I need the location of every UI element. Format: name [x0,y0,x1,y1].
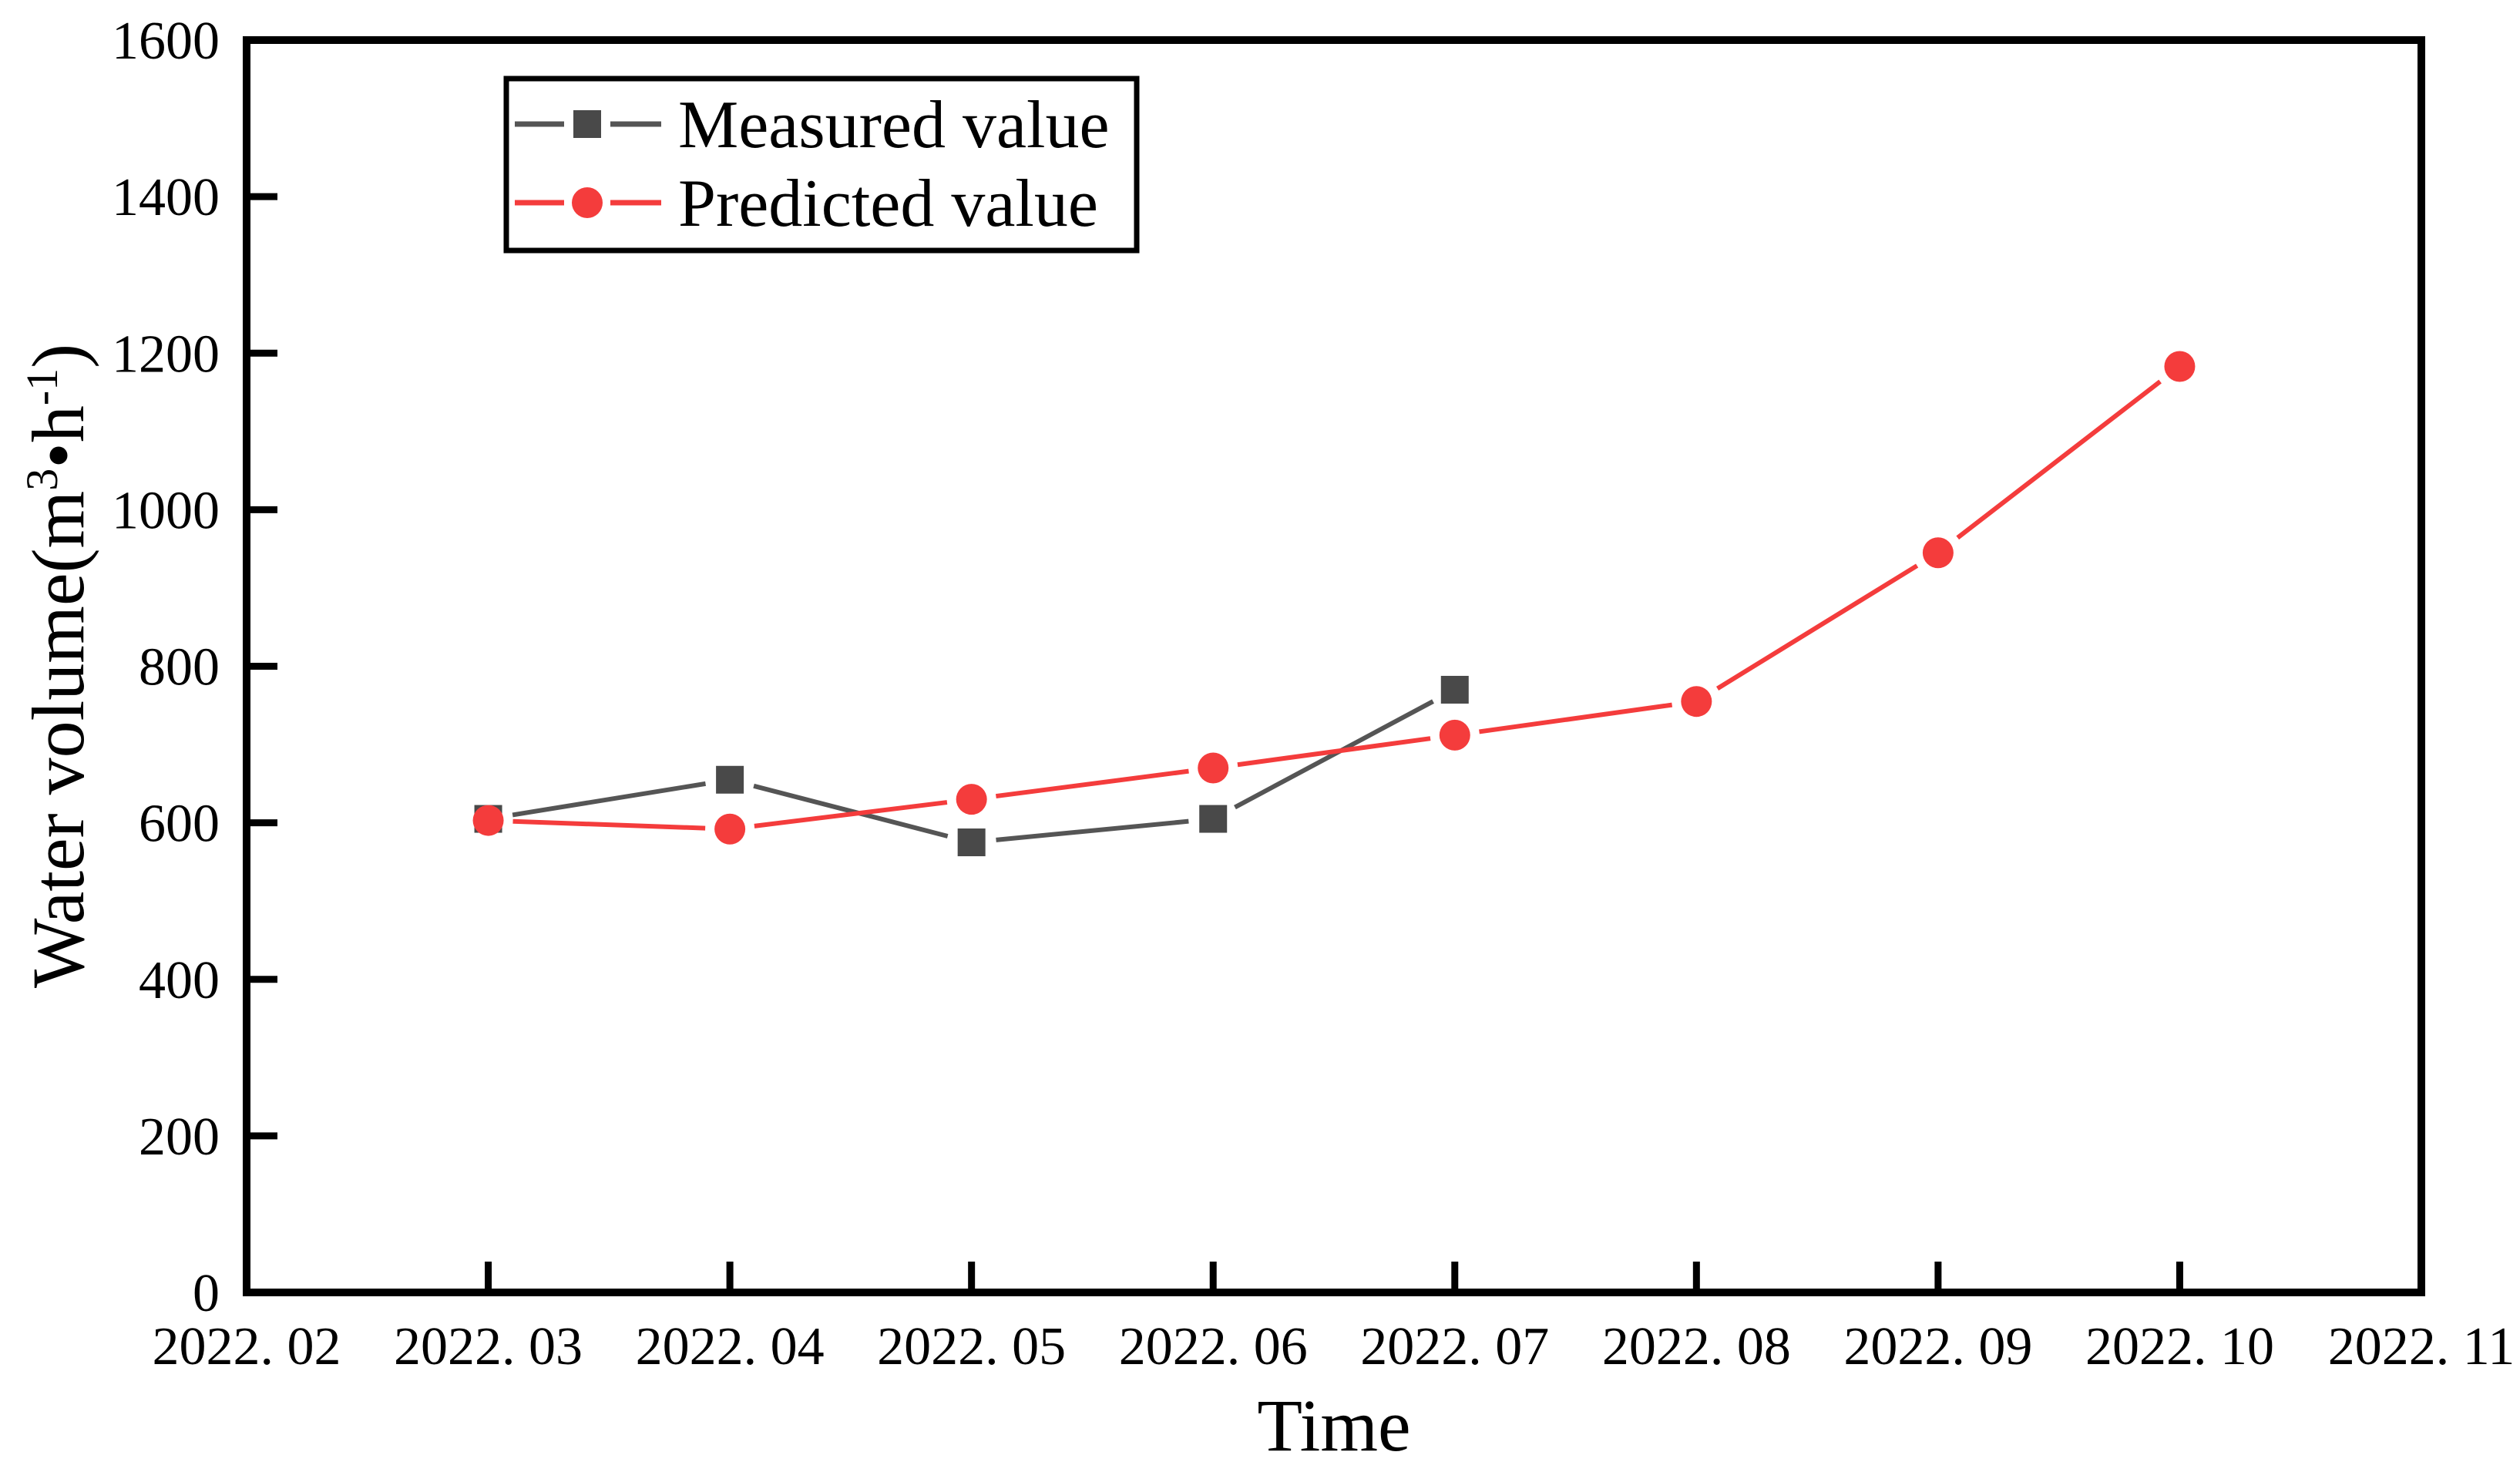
legend-box [503,76,1140,254]
y-tick-label: 1000 [112,481,220,540]
y-tick-label: 1200 [112,324,220,384]
series-line-segment [753,783,949,839]
legend-item-predicted: Predicted value [515,166,1098,241]
x-tick-label: 2022. 08 [1602,1317,1791,1376]
data-point-marker-square [957,828,986,857]
data-point-marker-square [716,765,744,794]
y-tick-label: 600 [139,795,220,854]
series-line-segment [1479,702,1673,734]
y-tick-label: 1600 [112,12,220,71]
series-line-segment [996,768,1189,799]
series-line-segment [1237,736,1431,768]
x-tick-label: 2022. 11 [2328,1317,2515,1376]
legend-item-measured: Measured value [515,88,1110,163]
series-line-segment [754,800,948,828]
x-tick-label: 2022. 04 [636,1317,825,1376]
series-line-segment [512,781,707,818]
y-tick-label: 400 [139,951,220,1010]
data-point-marker-circle [956,784,987,815]
series-line-segment [996,818,1189,842]
data-point-marker-square [1440,675,1469,704]
series-line-segment [512,818,706,831]
x-tick-label: 2022. 07 [1360,1317,1549,1376]
legend-item-label: Predicted value [678,166,1098,241]
y-tick-label: 1400 [112,168,220,227]
y-tick-label: 0 [193,1264,220,1323]
legend-circle-marker-icon [572,187,603,218]
x-tick-label: 2022. 05 [877,1317,1066,1376]
data-point-marker-circle [472,805,504,836]
data-point-marker-circle [1439,719,1470,751]
series-measured [474,675,1469,857]
y-tick-label: 200 [139,1107,220,1167]
x-axis-title: Time [1257,1384,1410,1467]
data-point-marker-circle [2164,351,2196,382]
series-line-segment [1956,379,2162,540]
x-tick-label: 2022. 03 [394,1317,583,1376]
data-point-marker-circle [714,813,746,845]
x-tick-label: 2022. 09 [1843,1317,2032,1376]
data-point-marker-circle [1922,537,1954,569]
legend-square-marker-icon [573,110,601,138]
x-tick-label: 2022. 06 [1119,1317,1308,1376]
x-tick-label: 2022. 10 [2085,1317,2274,1376]
data-point-marker-circle [1198,752,1229,784]
series-line-segment [1234,699,1434,810]
data-point-marker-circle [1681,686,1712,718]
data-point-marker-square [1199,805,1228,833]
x-tick-label: 2022. 02 [153,1317,341,1376]
series-line-segment [1716,563,1919,691]
y-axis-title: Water volume(m3•h-1) [17,344,99,988]
legend-item-label: Measured value [678,88,1110,163]
series-predicted [472,351,2196,845]
y-tick-label: 800 [139,638,220,697]
